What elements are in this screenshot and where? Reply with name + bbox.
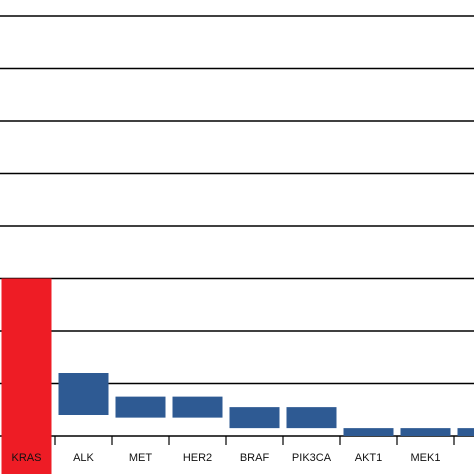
bar-mek1: [400, 428, 451, 436]
bar-alk: [58, 373, 109, 415]
bar-kras: [1, 278, 52, 474]
bar-braf: [229, 407, 280, 429]
category-label: ALK: [73, 452, 94, 464]
category-label: AKT1: [355, 452, 383, 464]
bar-akt1: [343, 428, 394, 436]
category-label: BRAF: [240, 452, 270, 464]
category-label: MET: [129, 452, 153, 464]
bars: [1, 278, 474, 474]
category-label: KRAS: [12, 452, 42, 464]
category-labels: KRAS ALK MET HER2 BRAF PIK3CA AKT1 MEK1: [12, 452, 441, 464]
category-label: HER2: [183, 452, 212, 464]
category-label: PIK3CA: [292, 452, 332, 464]
category-axis: [54, 436, 455, 445]
bar-pik3ca: [286, 407, 337, 429]
bar-her2: [172, 396, 223, 418]
bar-met: [115, 396, 166, 418]
category-label: MEK1: [411, 452, 441, 464]
bar-unlabeled: [457, 428, 474, 436]
